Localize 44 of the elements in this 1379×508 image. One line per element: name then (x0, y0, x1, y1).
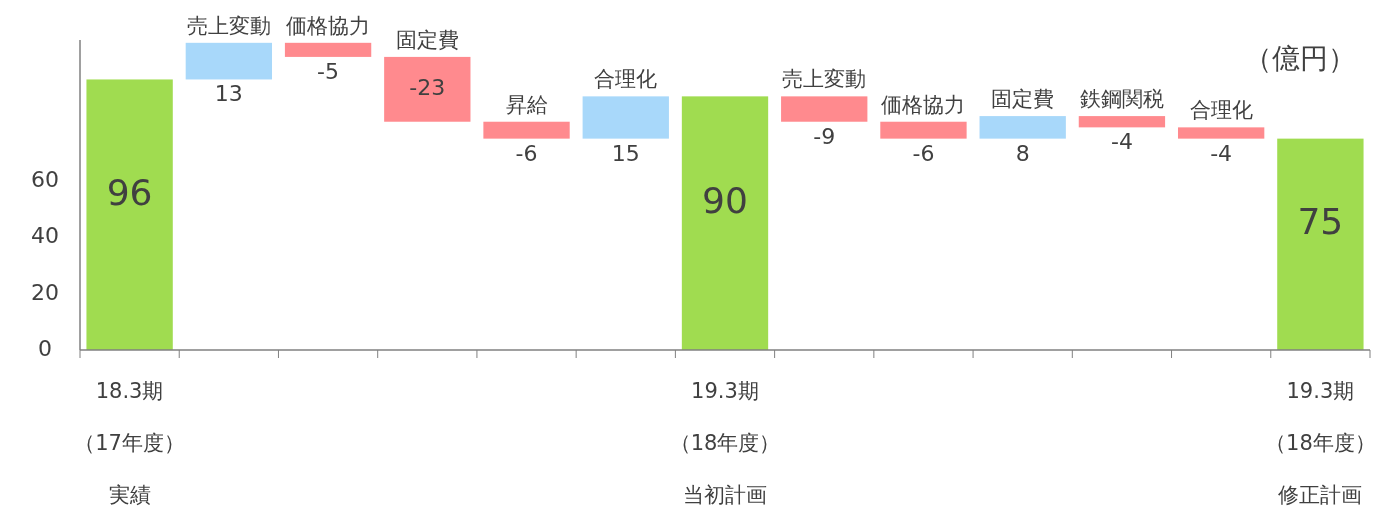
data-label: -6 (912, 140, 935, 166)
y-tick-label: 0 (38, 336, 52, 361)
y-tick-label: 60 (31, 166, 59, 192)
y-tick-label: 40 (31, 223, 59, 249)
x-tick-label: 鉄鋼関税 (1079, 87, 1164, 112)
x-tick-label: 固定費 (991, 87, 1055, 112)
data-label: -4 (1110, 129, 1133, 155)
data-label: -4 (1210, 140, 1233, 166)
bar (681, 96, 769, 350)
x-tick-label: 昇給 (505, 92, 548, 117)
data-label: -23 (409, 75, 446, 101)
category-label: 18.3期（17年度）実績 (74, 379, 185, 507)
x-tick-label: 合理化 (594, 67, 658, 92)
bar (384, 56, 471, 122)
x-tick-label: 売上変動 (186, 13, 271, 38)
bar (880, 121, 967, 139)
data-label: 15 (611, 140, 640, 166)
bar (86, 79, 173, 350)
bar (284, 42, 372, 57)
bar (1177, 127, 1265, 139)
x-tick-label: 固定費 (395, 27, 459, 52)
bar (185, 42, 273, 80)
data-label: 8 (1015, 140, 1030, 166)
x-tick-label: 価格協力 (881, 92, 966, 117)
x-tick-label: 売上変動 (782, 67, 867, 92)
data-label: 75 (1297, 201, 1344, 243)
category-label: 19.3期（18年度）修正計画 (1265, 379, 1376, 507)
data-label: -9 (813, 123, 836, 149)
x-tick-label: 合理化 (1189, 98, 1253, 123)
data-label: 96 (106, 171, 153, 213)
bar (979, 116, 1066, 139)
bar (1277, 138, 1364, 350)
category-label: 19.3期（18年度）当初計画 (669, 379, 781, 507)
bar (483, 121, 570, 139)
y-axis-title: （億円） (1244, 42, 1356, 75)
data-label: -5 (317, 58, 340, 84)
bar (1078, 116, 1166, 128)
data-label: 90 (702, 180, 748, 222)
bar (582, 96, 669, 139)
bar (781, 96, 868, 122)
data-label: 13 (214, 81, 243, 107)
y-tick-label: 20 (31, 279, 59, 305)
data-label: -6 (515, 140, 538, 166)
x-tick-label: 価格協力 (286, 13, 371, 38)
